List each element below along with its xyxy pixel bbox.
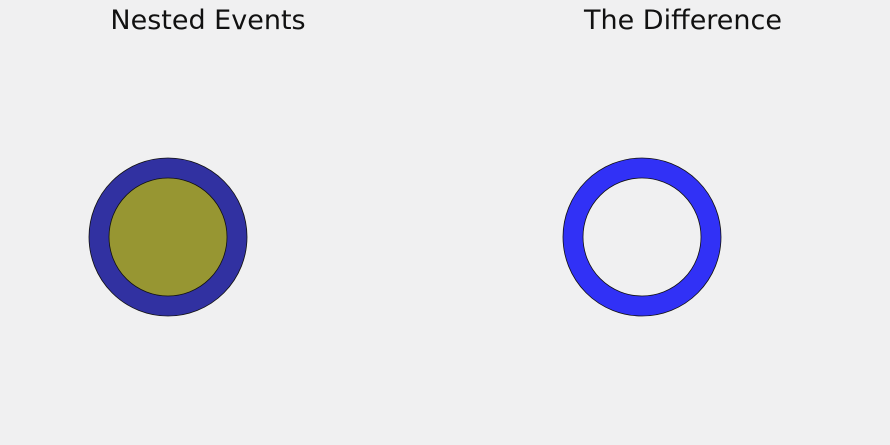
difference-hole-circle [582,177,702,297]
panel-title-nested-events: Nested Events [110,5,306,36]
difference-diagram [562,157,722,317]
nested-events-panel: Nested Events [110,5,305,36]
nested-events-diagram [88,157,248,317]
inner-event-circle [108,177,228,297]
difference-panel: The Difference [445,0,890,445]
panel-title-difference: The Difference [584,5,782,36]
